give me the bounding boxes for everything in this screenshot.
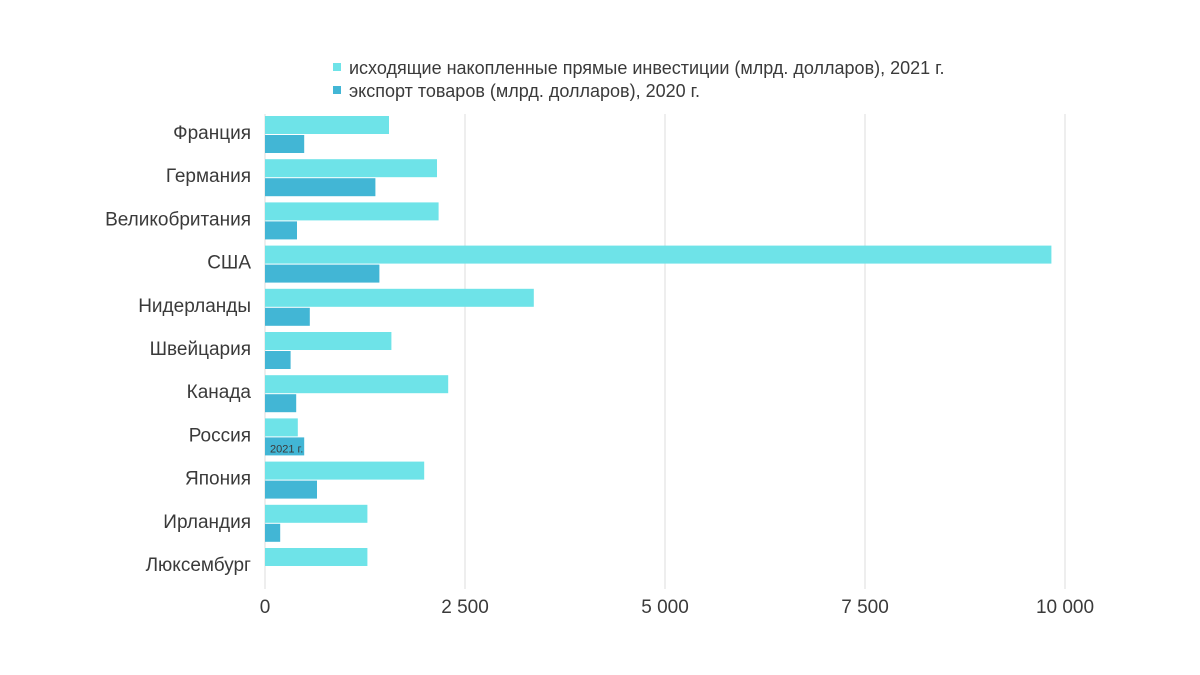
x-tick-label: 10 000 [1036, 597, 1094, 618]
x-tick-label: 5 000 [641, 597, 689, 618]
bar-export-2 [265, 221, 297, 240]
annotations: 2021 г. [270, 443, 303, 455]
bar-investment-4 [265, 288, 534, 307]
bar-investment-7 [265, 418, 298, 437]
category-label: США [207, 253, 251, 274]
category-label: Великобритания [105, 209, 251, 230]
category-label: Германия [166, 166, 251, 187]
x-axis-tick-labels: 0 2 500 5 000 7 500 10 000 [260, 597, 1094, 618]
legend-swatch-investment [333, 63, 341, 71]
annotation-label: 2021 г. [270, 443, 303, 455]
bar-investment-0 [265, 116, 389, 134]
legend-label-investment: исходящие накопленные прямые инвестиции … [349, 58, 945, 78]
bar-investment-1 [265, 159, 437, 178]
bar-export-4 [265, 307, 310, 326]
bar-investment-2 [265, 202, 439, 221]
category-label: Канада [187, 382, 252, 403]
legend: исходящие накопленные прямые инвестиции … [333, 58, 945, 101]
bar-export-1 [265, 178, 376, 197]
x-tick-label: 0 [260, 597, 271, 618]
legend-swatch-export [333, 86, 341, 94]
x-tick-label: 2 500 [441, 597, 489, 618]
category-label: Франция [173, 123, 251, 144]
bar-investment-6 [265, 375, 449, 394]
category-label: Ирландия [163, 512, 251, 533]
bar-export-6 [265, 394, 297, 413]
bar-investment-3 [265, 245, 1052, 264]
category-label: Япония [185, 469, 251, 490]
bar-export-9 [265, 523, 281, 542]
category-label: Нидерланды [138, 296, 251, 317]
bar-investment-10 [265, 548, 368, 566]
bar-investment-9 [265, 504, 368, 523]
legend-label-export: экспорт товаров (млрд. долларов), 2020 г… [349, 81, 700, 101]
bar-export-0 [265, 135, 305, 153]
x-tick-label: 7 500 [841, 597, 889, 618]
bars [265, 116, 1052, 566]
bar-export-3 [265, 264, 380, 283]
category-label: Россия [189, 425, 251, 446]
category-label: Люксембург [146, 555, 251, 576]
bar-export-7 [265, 437, 305, 456]
bar-export-5 [265, 351, 291, 369]
bar-investment-8 [265, 461, 425, 480]
category-labels: Франция Германия Великобритания США Нидерлан… [105, 123, 251, 576]
bar-investment-5 [265, 332, 392, 350]
category-label: Швейцария [150, 339, 251, 360]
bar-export-8 [265, 480, 317, 499]
gridlines [264, 114, 1066, 589]
